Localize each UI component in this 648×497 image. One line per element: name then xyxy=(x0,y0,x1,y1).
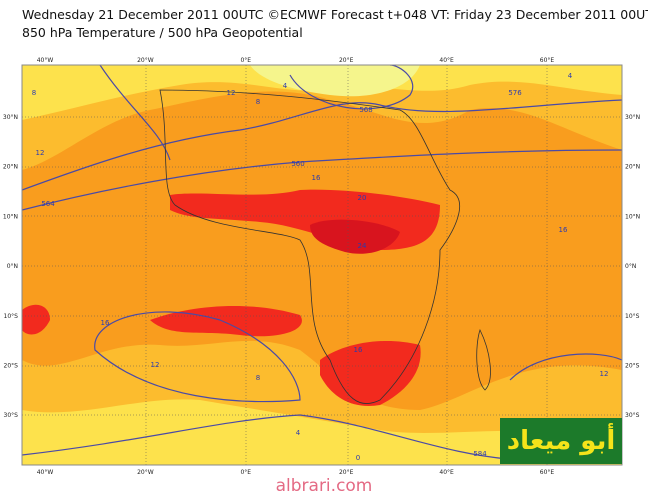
contour-label: 4 xyxy=(296,429,301,437)
header-line1: Wednesday 21 December 2011 00UTC ©ECMWF … xyxy=(22,7,648,22)
lat-label: 20°S xyxy=(625,363,640,370)
contour-label: 12 xyxy=(600,370,609,378)
lat-label: 0°N xyxy=(7,263,18,270)
map-frame xyxy=(21,64,623,466)
contour-label: 16 xyxy=(101,319,110,327)
contour-label: 12 xyxy=(227,89,236,97)
lon-label: 60°E xyxy=(540,469,555,476)
lat-label: 30°S xyxy=(4,412,19,419)
contour-label: 0 xyxy=(356,454,360,462)
lon-label: 0°E xyxy=(240,469,251,476)
contour-labels: 8 12 16 20 24 16 12 8 4 0 560 564 568 57… xyxy=(32,72,609,462)
lat-label: 10°S xyxy=(4,313,19,320)
lat-label: 30°N xyxy=(3,114,18,121)
lon-label: 40°E xyxy=(439,57,454,64)
lat-label: 30°S xyxy=(625,412,640,419)
contour-label: 8 xyxy=(256,98,260,106)
contour-label: 20 xyxy=(358,194,367,202)
contour-label: 12 xyxy=(151,361,160,369)
lat-label: 10°N xyxy=(3,213,18,220)
contour-label: 12 xyxy=(36,149,45,157)
contour-label: 568 xyxy=(359,106,372,114)
graticule-labels: 40°W 40°W 20°W 20°W 0°E 0°E 20°E 20°E 40°E 40°E 60… xyxy=(3,57,640,476)
lat-label: 10°S xyxy=(625,313,640,320)
contour-label: 564 xyxy=(41,200,55,208)
lat-label: 20°S xyxy=(4,363,19,370)
lon-label: 20°E xyxy=(339,57,354,64)
header-line2: 850 hPa Temperature / 500 hPa Geopotenti… xyxy=(22,25,303,40)
lat-label: 10°N xyxy=(625,213,640,220)
contour-label: 24 xyxy=(358,242,367,250)
watermark-arabic: أبو ميعاد xyxy=(507,423,616,456)
lon-label: 40°E xyxy=(439,469,454,476)
contour-label: 576 xyxy=(508,89,522,97)
contour-label: 16 xyxy=(559,226,568,234)
lat-label: 0°N xyxy=(625,263,636,270)
lon-label: 20°W xyxy=(137,57,154,64)
contour-label: 4 xyxy=(568,72,573,80)
lat-label: 20°N xyxy=(3,164,18,171)
contour-label: 16 xyxy=(312,174,321,182)
contour-label: 584 xyxy=(473,450,487,458)
lon-label: 60°E xyxy=(540,57,555,64)
lon-label: 40°W xyxy=(37,57,54,64)
contour-label: 560 xyxy=(291,160,304,168)
lat-label: 20°N xyxy=(625,164,640,171)
contour-label: 8 xyxy=(256,374,260,382)
watermark-site: albrari.com xyxy=(276,476,373,496)
lon-label: 20°W xyxy=(137,469,154,476)
lon-label: 0°E xyxy=(240,57,251,64)
map-field xyxy=(22,65,622,465)
lon-label: 20°E xyxy=(339,469,354,476)
contour-label: 16 xyxy=(354,346,363,354)
lat-label: 30°N xyxy=(625,114,640,121)
contour-label: 8 xyxy=(32,89,36,97)
lon-label: 40°W xyxy=(37,469,54,476)
watermark-box xyxy=(500,418,622,464)
contour-label: 4 xyxy=(283,82,288,90)
